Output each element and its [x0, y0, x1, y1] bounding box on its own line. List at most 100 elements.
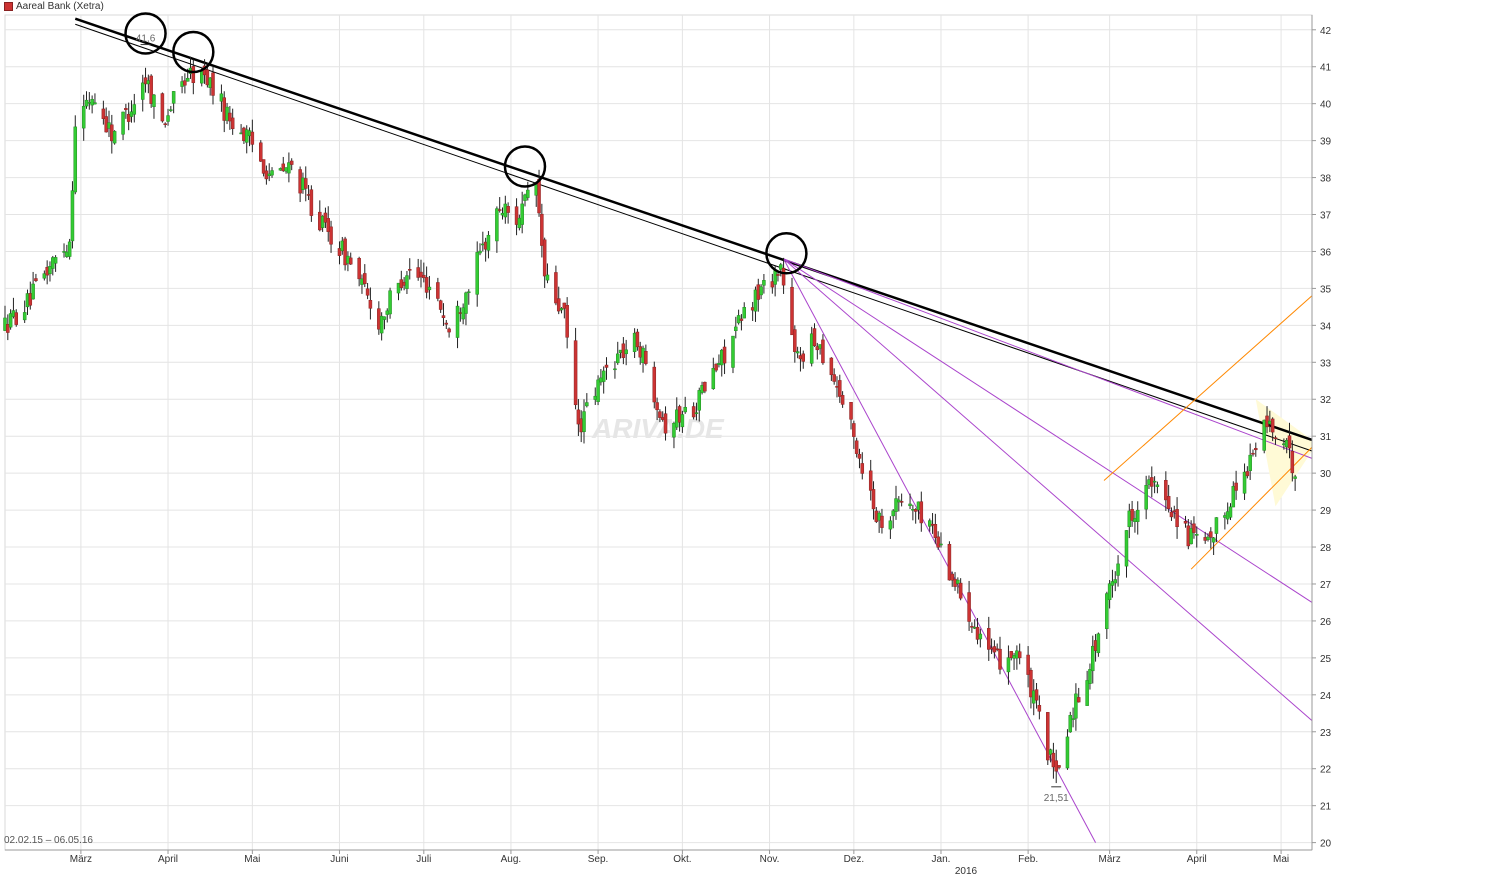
y-tick-label: 24: [1320, 691, 1332, 702]
candle-up: [939, 543, 943, 546]
candle-down: [337, 248, 342, 256]
candle-down: [281, 163, 286, 172]
candle-down: [1009, 651, 1013, 659]
candle-down: [998, 648, 1002, 670]
candle-down: [211, 72, 215, 96]
candle-up: [585, 402, 589, 407]
candle-up: [200, 71, 204, 84]
candle-down: [191, 66, 196, 83]
y-tick-label: 30: [1320, 469, 1332, 480]
x-tick-label: Sep.: [588, 854, 609, 865]
candle-up: [978, 633, 983, 640]
y-tick-label: 42: [1320, 26, 1332, 37]
candle-up: [675, 409, 679, 428]
candle-down: [514, 206, 519, 225]
candle-down: [289, 160, 294, 165]
y-tick-label: 21: [1320, 802, 1332, 813]
x-tick-label: Juli: [416, 854, 431, 865]
year-label: 2016: [955, 866, 978, 877]
candle-down: [739, 318, 744, 321]
candle-down: [306, 194, 311, 196]
candle-down: [565, 305, 569, 338]
x-tick-label: Juni: [330, 854, 348, 865]
candle-down: [722, 346, 727, 364]
candle-down: [368, 300, 373, 309]
candle-down: [402, 281, 406, 286]
candle-down: [323, 212, 328, 223]
y-tick-label: 36: [1320, 247, 1332, 258]
candle-down: [242, 127, 246, 142]
candle-down: [1017, 651, 1022, 659]
candle-up: [700, 385, 704, 393]
candle-down: [989, 647, 994, 650]
candle-down: [1164, 479, 1168, 501]
candle-down: [857, 454, 862, 459]
candle-up: [582, 411, 586, 432]
candle-down: [1034, 689, 1039, 701]
candle-up: [239, 132, 243, 135]
candle-up: [73, 126, 78, 193]
candle-down: [318, 211, 322, 231]
highlight-circle: [503, 145, 547, 188]
candle-down: [1029, 669, 1033, 698]
candle-up: [31, 283, 35, 300]
candle-up: [1074, 693, 1078, 719]
candle-up: [267, 173, 271, 177]
candle-down: [871, 489, 876, 510]
candle-down: [126, 113, 131, 122]
candle-down: [230, 117, 235, 130]
x-tick-label: März: [70, 854, 92, 865]
candle-down: [658, 411, 662, 418]
candle-up: [734, 326, 738, 331]
candle-up: [301, 177, 305, 190]
y-tick-label: 39: [1320, 137, 1332, 148]
candle-down: [899, 501, 904, 503]
candle-down: [913, 509, 918, 512]
candle-up: [809, 333, 814, 364]
candle-up: [495, 208, 499, 242]
x-tick-label: Feb.: [1018, 854, 1038, 865]
x-tick-label: Dez.: [844, 854, 865, 865]
candle-up: [1248, 454, 1252, 471]
y-tick-label: 23: [1320, 728, 1332, 739]
candle-down: [852, 423, 856, 437]
candle-up: [22, 312, 27, 321]
candle-down: [363, 273, 367, 285]
candle-up: [84, 99, 89, 107]
candle-down: [357, 258, 361, 280]
candle-down: [124, 108, 128, 111]
candle-down: [812, 328, 817, 346]
candle-up: [559, 308, 564, 311]
candle-down: [447, 328, 451, 333]
x-axis: März April Mai Juni Juli Aug. Sep. Okt. Nov. Dez.…: [5, 849, 1312, 865]
candle-up: [53, 257, 58, 264]
candle-up: [1107, 583, 1112, 600]
candle-up: [107, 122, 111, 129]
candle-down: [497, 209, 502, 211]
candle-down: [143, 77, 148, 85]
candle-down: [298, 169, 302, 194]
candle-up: [927, 520, 932, 527]
candle-down: [540, 213, 544, 246]
candle-down: [1166, 496, 1171, 509]
candle-down: [1093, 640, 1098, 651]
candle-up: [697, 390, 702, 411]
candle-up: [601, 370, 606, 382]
highlight-circle: [765, 232, 808, 275]
candle-up: [244, 129, 249, 143]
candle-down: [1183, 521, 1188, 524]
candle-up: [613, 368, 617, 371]
candle-up: [405, 275, 409, 289]
candle-down: [638, 346, 642, 358]
candle-up: [894, 498, 898, 512]
candle-down: [821, 339, 825, 364]
candle-up: [972, 626, 977, 629]
candle-up: [247, 130, 252, 137]
candle-up: [818, 344, 822, 349]
candle-down: [992, 646, 997, 653]
candle-down: [835, 386, 839, 388]
x-tick-label: Mai: [244, 854, 260, 865]
x-tick-label: April: [158, 854, 178, 865]
candle-down: [438, 300, 443, 310]
candle-up: [1006, 657, 1011, 673]
